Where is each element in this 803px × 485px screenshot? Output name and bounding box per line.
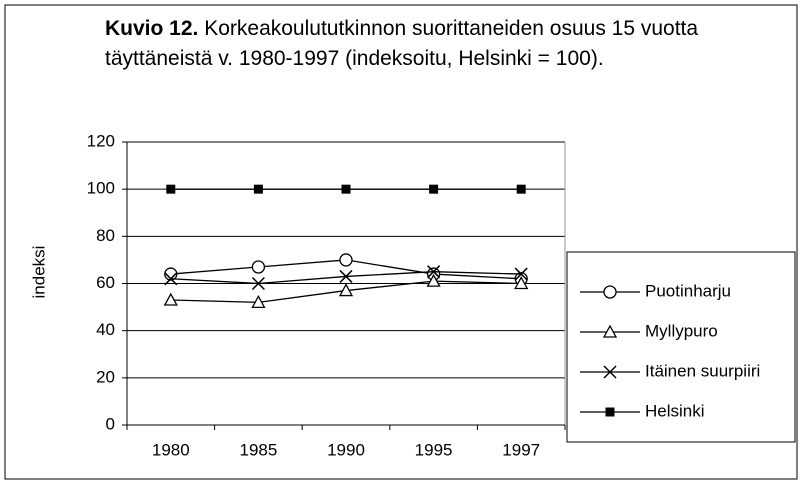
x-tick-label: 1995 xyxy=(415,440,453,459)
marker xyxy=(427,265,441,279)
x-tick-label: 1990 xyxy=(327,440,365,459)
legend-label: Puotinharju xyxy=(645,281,731,300)
legend-label: Itäinen suurpiiri xyxy=(645,361,760,380)
marker xyxy=(164,267,178,281)
legend-marker xyxy=(603,365,617,379)
marker xyxy=(514,276,529,290)
marker xyxy=(338,283,354,297)
marker xyxy=(339,269,353,283)
y-tick-label: 20 xyxy=(96,367,115,386)
marker xyxy=(164,272,178,286)
y-tick-label: 0 xyxy=(106,414,115,433)
title-text: Korkeakoulututkinnon suorittaneiden osuu… xyxy=(105,17,699,70)
x-tick-label: 1997 xyxy=(502,440,540,459)
marker xyxy=(514,267,528,281)
marker xyxy=(429,184,439,194)
marker xyxy=(251,260,266,274)
y-tick-label: 60 xyxy=(96,273,115,292)
marker xyxy=(426,273,441,287)
marker xyxy=(166,184,176,194)
legend-label: Myllypuro xyxy=(645,321,718,340)
title-label: Kuvio 12. xyxy=(105,17,199,40)
chart-title: Kuvio 12. Korkeakoulututkinnon suorittan… xyxy=(105,14,745,74)
y-tick-label: 120 xyxy=(87,131,115,150)
y-axis-label: indeksi xyxy=(29,246,48,299)
y-tick-label: 40 xyxy=(96,320,115,339)
y-tick-label: 100 xyxy=(87,179,115,198)
x-tick-label: 1985 xyxy=(239,440,277,459)
legend-marker xyxy=(602,324,618,338)
y-tick-label: 80 xyxy=(96,226,115,245)
marker xyxy=(251,295,266,309)
x-tick-label: 1980 xyxy=(152,440,190,459)
marker xyxy=(251,276,265,291)
marker xyxy=(339,253,353,267)
marker xyxy=(163,292,178,306)
legend-box xyxy=(566,251,796,443)
marker xyxy=(516,184,526,194)
legend-marker xyxy=(603,285,617,299)
legend-label: Helsinki xyxy=(645,401,705,420)
marker xyxy=(341,184,351,194)
marker xyxy=(253,184,263,194)
legend-marker xyxy=(605,407,615,417)
